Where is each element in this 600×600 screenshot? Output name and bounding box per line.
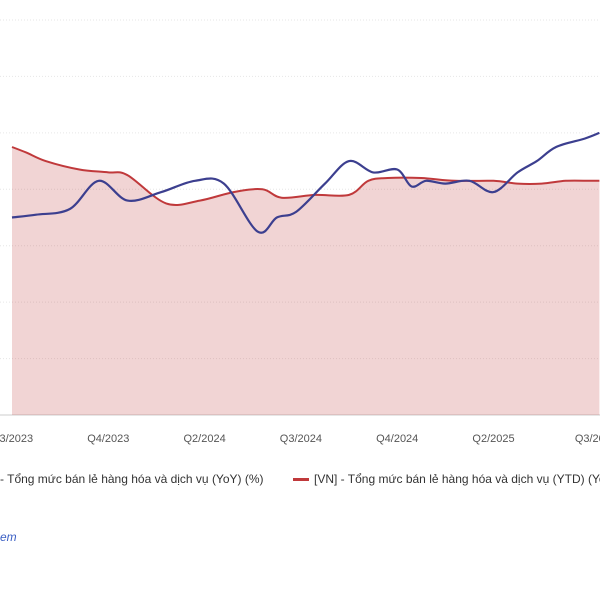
legend-label-yoy: - Tổng mức bán lẻ hàng hóa và dịch vụ (Y… [0,472,264,486]
series-lines [11,131,600,234]
yoy-line [11,131,600,234]
x-tick-labels: Q3/2023 Q4/2023 Q2/2024 Q3/2024 Q4/2024 Q2/20… [0,433,600,445]
source-link[interactable]: em [0,530,17,544]
x-tick-label: Q3/2023 [0,433,33,445]
legend-label-ytd: [VN] - Tổng mức bán lẻ hàng hóa và dịch … [314,472,600,486]
x-tick-label: Q3/20 [575,433,600,445]
x-tick-label: Q4/2024 [376,433,418,445]
legend-item-yoy[interactable]: - Tổng mức bán lẻ hàng hóa và dịch vụ (Y… [0,472,264,486]
x-tick-label: Q2/2025 [472,433,514,445]
x-tick-label: Q4/2023 [87,433,129,445]
legend: - Tổng mức bán lẻ hàng hóa và dịch vụ (Y… [0,470,600,490]
legend-swatch-ytd [293,477,309,481]
ytd-area-fill [12,147,600,415]
line-chart: Q3/2023 Q4/2023 Q2/2024 Q3/2024 Q4/2024 Q2/20… [0,19,600,445]
ytd-area [12,147,600,415]
legend-item-ytd[interactable]: [VN] - Tổng mức bán lẻ hàng hóa và dịch … [293,472,600,486]
grid-lines [0,19,600,416]
x-tick-label: Q2/2024 [183,433,225,445]
x-tick-label: Q3/2024 [280,433,322,445]
